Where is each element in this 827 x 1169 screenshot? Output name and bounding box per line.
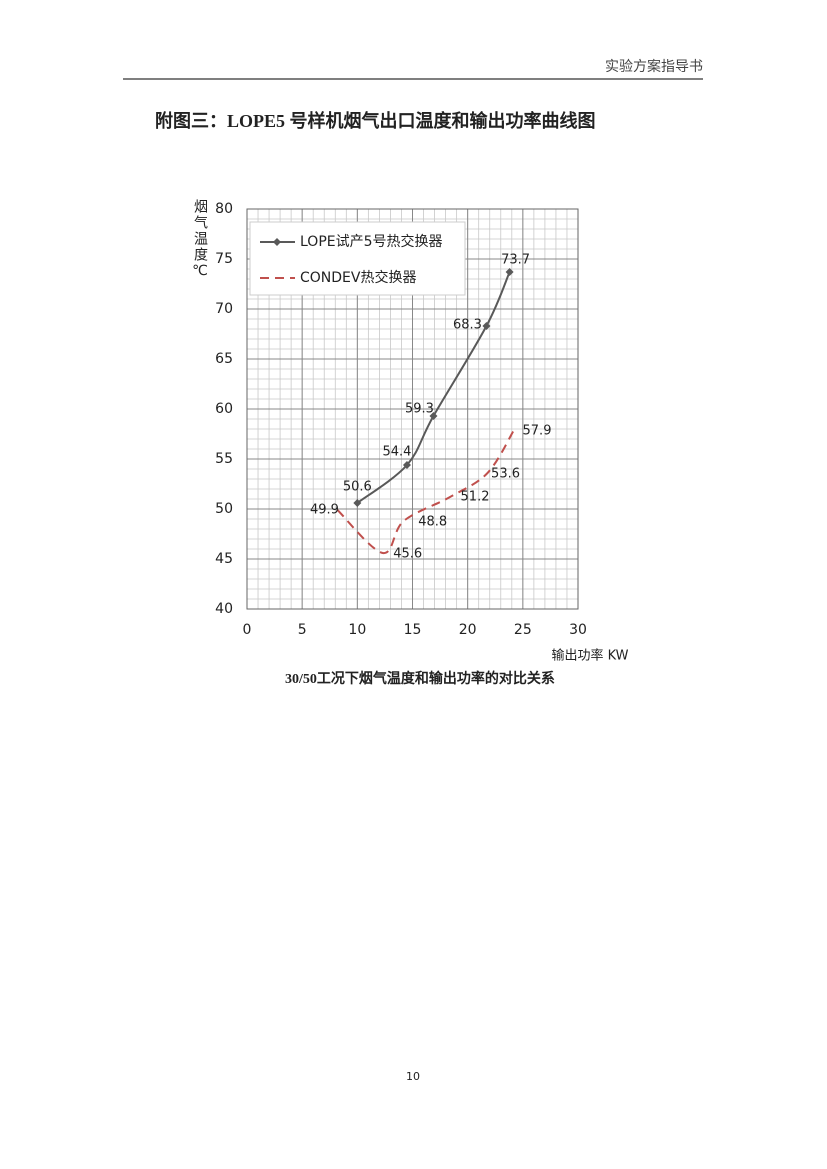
y-tick-label: 65 bbox=[215, 351, 233, 367]
data-label: 49.9 bbox=[310, 503, 339, 518]
plot-frame bbox=[246, 208, 579, 610]
x-tick-label: 15 bbox=[404, 622, 422, 638]
data-label: 50.6 bbox=[343, 480, 372, 495]
x-tick-label: 25 bbox=[514, 622, 532, 638]
legend-marker bbox=[273, 238, 281, 246]
legend-label: LOPE试产5号热交换器 bbox=[300, 233, 443, 250]
data-label: 73.7 bbox=[501, 253, 530, 268]
x-tick-label: 10 bbox=[348, 622, 366, 638]
y-tick-label: 70 bbox=[215, 301, 233, 317]
x-axis-label: 输出功率 KW bbox=[551, 648, 628, 664]
y-axis-label: 烟气温度℃ bbox=[192, 199, 208, 281]
page-number: 10 bbox=[406, 1070, 420, 1083]
header: 实验方案指导书 bbox=[605, 58, 703, 75]
point-marker bbox=[505, 268, 514, 276]
y-tick-label: 40 bbox=[215, 601, 233, 617]
legend-box bbox=[249, 221, 466, 296]
y-tick-label: 55 bbox=[215, 451, 233, 467]
point-marker bbox=[353, 499, 362, 507]
x-tick-label: 30 bbox=[569, 622, 587, 638]
y-tick-label: 60 bbox=[215, 401, 233, 417]
data-label: 57.9 bbox=[523, 424, 552, 439]
series-line bbox=[336, 429, 515, 554]
point-marker bbox=[402, 461, 411, 469]
data-label: 48.8 bbox=[418, 515, 447, 530]
y-tick-label: 50 bbox=[215, 501, 233, 517]
data-label: 51.2 bbox=[461, 490, 490, 505]
title: 附图三：LOPE5 号样机烟气出口温度和输出功率曲线图 bbox=[155, 110, 596, 131]
point-marker bbox=[482, 322, 491, 330]
x-tick-label: 5 bbox=[298, 622, 307, 638]
series-line bbox=[356, 271, 511, 504]
data-label: 54.4 bbox=[383, 445, 412, 460]
point-marker bbox=[429, 412, 438, 420]
caption: 30/50工况下烟气温度和输出功率的对比关系 bbox=[285, 670, 555, 687]
x-tick-label: 20 bbox=[459, 622, 477, 638]
y-tick-label: 75 bbox=[215, 251, 233, 267]
data-label: 68.3 bbox=[453, 318, 482, 333]
data-label: 53.6 bbox=[491, 467, 520, 482]
y-tick-label: 80 bbox=[215, 201, 233, 217]
data-label: 45.6 bbox=[393, 547, 422, 562]
legend-label: CONDEV热交换器 bbox=[300, 269, 416, 286]
x-tick-label: 0 bbox=[243, 622, 252, 638]
data-label: 59.3 bbox=[405, 402, 434, 417]
y-tick-label: 45 bbox=[215, 551, 233, 567]
